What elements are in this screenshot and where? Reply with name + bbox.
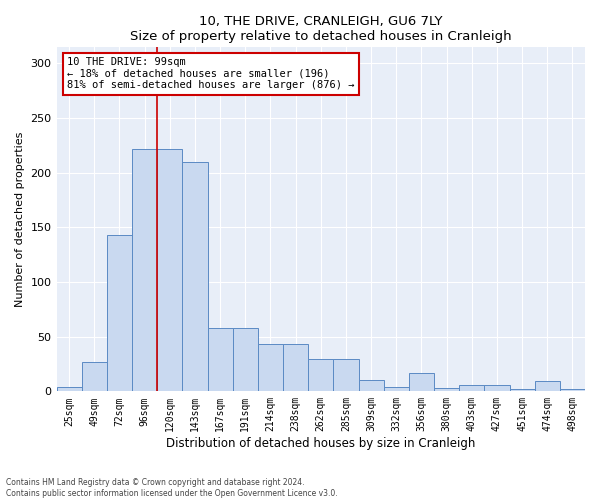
Bar <box>359 380 383 392</box>
Bar <box>509 389 535 392</box>
Text: 10 THE DRIVE: 99sqm
← 18% of detached houses are smaller (196)
81% of semi-detac: 10 THE DRIVE: 99sqm ← 18% of detached ho… <box>67 58 355 90</box>
Bar <box>484 385 509 392</box>
Bar <box>107 235 132 392</box>
Bar <box>434 388 459 392</box>
Title: 10, THE DRIVE, CRANLEIGH, GU6 7LY
Size of property relative to detached houses i: 10, THE DRIVE, CRANLEIGH, GU6 7LY Size o… <box>130 15 512 43</box>
Bar <box>233 328 258 392</box>
Bar <box>208 328 233 392</box>
Y-axis label: Number of detached properties: Number of detached properties <box>15 132 25 307</box>
Text: Contains HM Land Registry data © Crown copyright and database right 2024.
Contai: Contains HM Land Registry data © Crown c… <box>6 478 338 498</box>
Bar <box>56 387 82 392</box>
Bar <box>409 372 434 392</box>
Bar <box>157 148 182 392</box>
Bar <box>560 389 585 392</box>
Bar <box>459 385 484 392</box>
Bar <box>82 362 107 392</box>
Bar <box>132 148 157 392</box>
Bar <box>535 382 560 392</box>
Bar <box>383 387 409 392</box>
Bar <box>182 162 208 392</box>
Bar <box>308 358 334 392</box>
Bar <box>283 344 308 392</box>
X-axis label: Distribution of detached houses by size in Cranleigh: Distribution of detached houses by size … <box>166 437 475 450</box>
Bar <box>258 344 283 392</box>
Bar <box>334 358 359 392</box>
